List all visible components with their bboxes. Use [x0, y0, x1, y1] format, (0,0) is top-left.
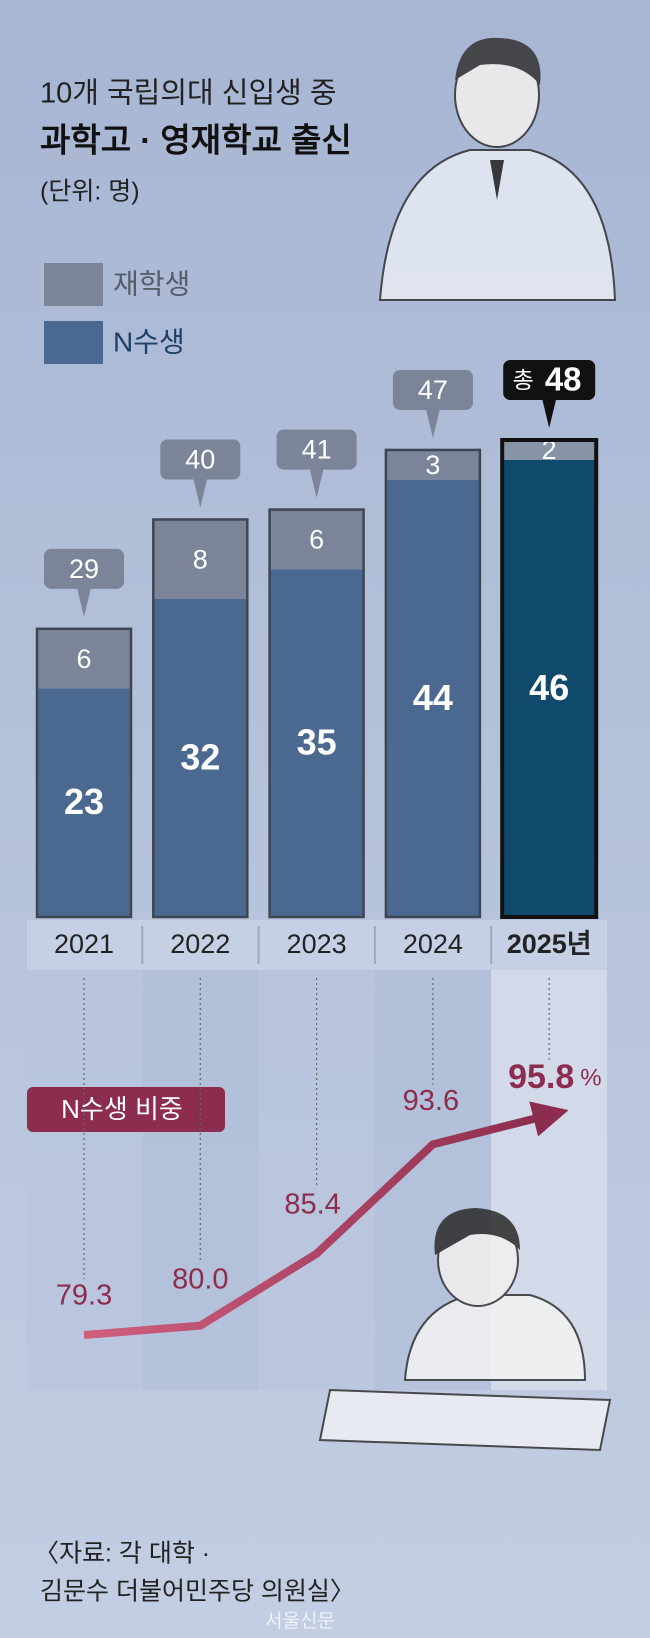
arrow-head: [529, 1101, 569, 1137]
total-label: 47: [418, 375, 448, 405]
bar-outline: [384, 448, 482, 919]
bar-segment: [153, 519, 248, 599]
callout-pointer: [193, 478, 208, 508]
callout-pointer: [542, 399, 557, 428]
bar-segment: [385, 479, 480, 917]
total-label: 48: [545, 361, 582, 398]
doctor-illustration: [378, 37, 617, 301]
segment-label: 46: [529, 667, 569, 708]
source: 〈자료: 각 대학 ·: [34, 1540, 210, 1568]
value-label: 80.0: [172, 1263, 228, 1295]
bar-segment: [502, 440, 597, 460]
total-callout: [44, 548, 124, 589]
plot: 재학생 N수생 23 6 29 2021 32 8 40 2022 35 6 41 2023 44 3 47 20…: [27, 263, 602, 1339]
segment-label: 35: [297, 722, 337, 763]
line-title: N수생 비중: [61, 1094, 183, 1124]
segment-label: 8: [193, 544, 208, 574]
subtitle: 과학고 · 영재학교 출신: [40, 122, 352, 159]
bar-segment: [502, 459, 597, 917]
total-prefix: 총: [513, 367, 534, 393]
column-shade: [143, 970, 259, 1390]
bar-segment: [37, 688, 131, 917]
bar-outline: [35, 627, 133, 919]
x-tick-label: 2022: [170, 929, 230, 959]
segment-label: 3: [425, 450, 440, 480]
category-strip: [27, 920, 607, 970]
legend-swatch: [44, 321, 103, 364]
bar-outline: [268, 508, 365, 919]
segment-label: 44: [413, 677, 453, 718]
total-label: 29: [69, 554, 99, 584]
x-tick-label: 2021: [54, 929, 114, 959]
segment-label: 32: [180, 737, 220, 778]
total-callout: [503, 360, 596, 400]
segment-label: 6: [309, 525, 324, 555]
bar-segment: [385, 449, 480, 480]
bar-segment: [153, 599, 248, 917]
total-callout: [160, 439, 241, 480]
segment-label: 2: [542, 435, 557, 465]
x-tick-label: 2023: [287, 929, 347, 959]
value-unit: %: [580, 1064, 601, 1091]
student-illustration: [318, 1208, 612, 1452]
legend-label: N수생: [113, 326, 185, 357]
credit: 서울신문: [265, 1610, 335, 1632]
unit-note: (단위: 명): [40, 178, 140, 206]
callout-pointer: [425, 408, 440, 438]
bar-segment: [269, 569, 364, 917]
total-label: 40: [185, 445, 215, 475]
callout-pointer: [77, 587, 91, 617]
line-title-box: [27, 1087, 225, 1132]
total-callout: [276, 429, 357, 470]
bar-outline: [500, 438, 599, 919]
value-label: 85.4: [284, 1188, 340, 1220]
segment-label: 6: [76, 644, 91, 674]
column-shade: [27, 970, 143, 1390]
legend-swatch: [44, 263, 103, 306]
legend-label: 재학생: [113, 268, 190, 299]
bar-outline: [152, 518, 249, 919]
title: 10개 국립의대 신입생 중: [40, 77, 337, 110]
bar-segment: [269, 509, 364, 570]
value-label: 95.8: [508, 1058, 574, 1096]
x-tick-label: 2025년: [507, 929, 592, 959]
value-label: 93.6: [403, 1085, 459, 1117]
x-tick-label: 2024: [403, 929, 463, 959]
share-line: [83, 1111, 551, 1339]
total-label: 41: [302, 435, 332, 465]
value-label: 79.3: [56, 1280, 112, 1312]
segment-label: 23: [64, 781, 104, 822]
bar-segment: [37, 628, 131, 689]
source: 김문수 더불어민주당 의원실〉: [40, 1578, 355, 1606]
callout-pointer: [309, 468, 324, 498]
total-callout: [392, 369, 473, 410]
